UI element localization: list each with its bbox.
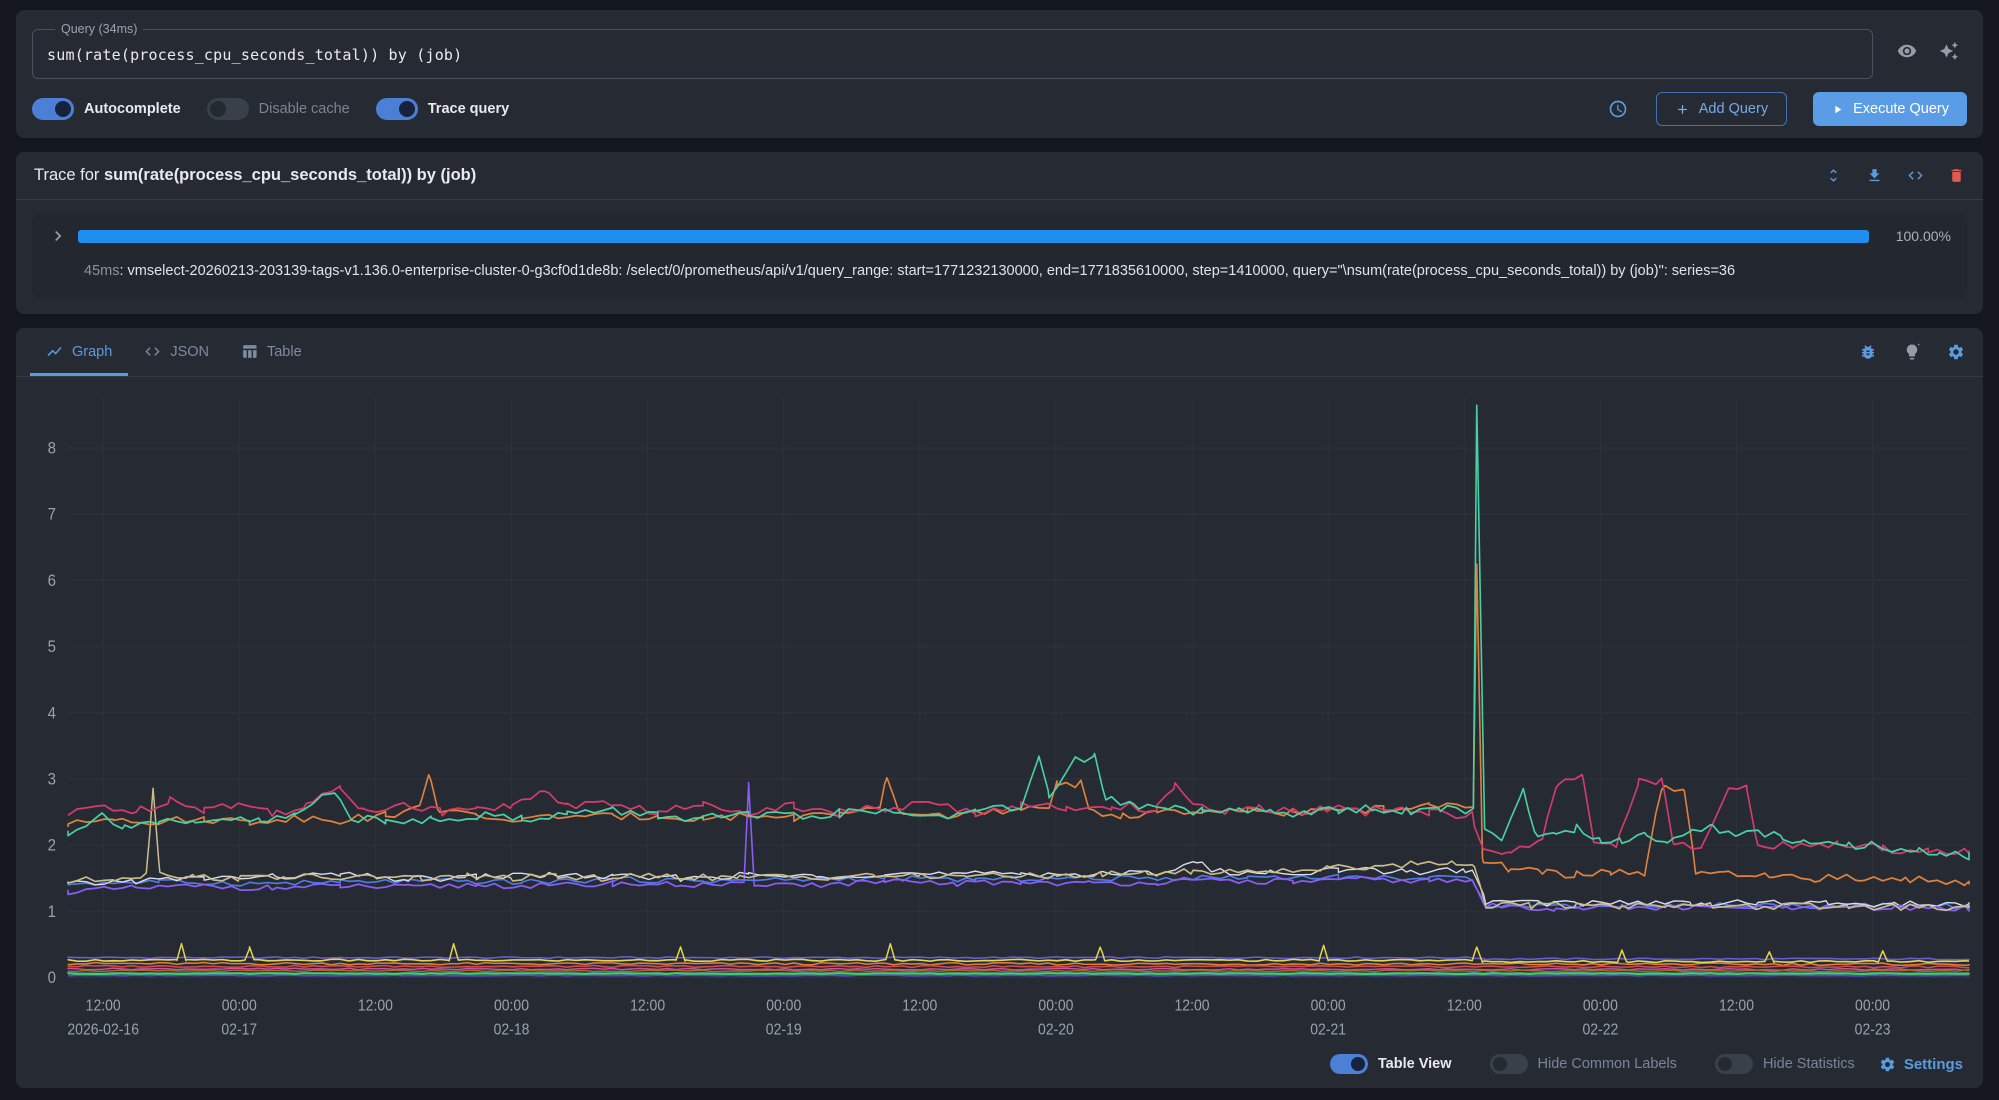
svg-text:02-17: 02-17 [221,1023,257,1040]
query-editor-label: Query (34ms) [61,22,138,36]
tab-graph-label: Graph [72,343,113,360]
table-icon [243,345,257,359]
svg-text:02-19: 02-19 [766,1023,802,1040]
table-view-toggle[interactable]: Table View [1329,1054,1452,1074]
graph-settings-gear-icon[interactable] [1947,343,1965,361]
line-chart-icon [47,347,62,357]
trace-title-prefix: Trace for [34,166,104,184]
trace-title: Trace for sum(rate(process_cpu_seconds_t… [34,166,476,185]
svg-text:7: 7 [48,507,56,525]
svg-text:12:00: 12:00 [1175,998,1210,1015]
query-history-clock-icon[interactable] [1608,99,1628,119]
query-input[interactable]: sum(rate(process_cpu_seconds_total)) by … [47,46,463,64]
graph-footer-controls: Table View Hide Common Labels Hide Stati… [16,1044,1983,1088]
settings-label: Settings [1903,1055,1963,1073]
svg-text:00:00: 00:00 [1311,998,1346,1015]
execute-query-button[interactable]: Execute Query [1813,92,1967,126]
svg-text:00:00: 00:00 [494,998,529,1015]
trace-query-label: Trace query [427,101,510,117]
svg-text:12:00: 12:00 [358,998,393,1015]
autocomplete-switch[interactable] [32,98,74,120]
table-view-label: Table View [1377,1056,1452,1072]
trace-progress-track [78,229,1869,243]
svg-text:00:00: 00:00 [1855,998,1890,1015]
hide-statistics-switch[interactable] [1714,1054,1753,1074]
trace-query-toggle[interactable]: Trace query [375,98,510,120]
download-trace-icon[interactable] [1866,167,1883,184]
svg-text:00:00: 00:00 [222,998,257,1015]
bug-report-icon[interactable] [1859,343,1877,361]
trace-span-message: : vmselect-20260213-203139-tags-v1.136.0… [119,263,1736,279]
svg-text:12:00: 12:00 [1447,998,1482,1015]
svg-text:02-20: 02-20 [1038,1023,1074,1040]
svg-text:12:00: 12:00 [630,998,665,1015]
table-view-switch[interactable] [1329,1054,1368,1074]
trace-panel: Trace for sum(rate(process_cpu_seconds_t… [16,152,1983,315]
json-view-icon[interactable] [1907,167,1924,184]
expand-all-icon[interactable] [1825,167,1842,184]
svg-text:1: 1 [48,904,56,922]
svg-text:02-22: 02-22 [1582,1023,1618,1040]
svg-text:4: 4 [48,705,57,723]
plus-icon [1677,104,1687,114]
visibility-icon[interactable] [1897,41,1917,61]
time-series-chart[interactable]: 0 1 2 3 4 5 6 7 8 12:00 2026-02-16 00:00 02-17 12:00 0… [24,383,1975,1044]
svg-text:02-18: 02-18 [494,1023,530,1040]
query-panel: Query (34ms) sum(rate(process_cpu_second… [16,10,1983,138]
add-query-button[interactable]: Add Query [1655,92,1788,126]
svg-text:02-21: 02-21 [1310,1023,1346,1040]
graph-panel: Graph JSON Table 0 1 2 3 4 5 6 7 8 12:00 2026- [16,328,1983,1088]
hide-common-labels-switch[interactable] [1489,1054,1528,1074]
code-icon [145,347,160,357]
svg-text:12:00: 12:00 [902,998,937,1015]
svg-text:0: 0 [48,970,57,988]
sparkles-icon[interactable] [1939,41,1959,61]
tab-table[interactable]: Table [225,328,318,376]
autocomplete-label: Autocomplete [84,101,181,117]
disable-cache-toggle[interactable]: Disable cache [206,98,350,120]
svg-text:2: 2 [48,837,56,855]
svg-text:00:00: 00:00 [766,998,801,1015]
svg-text:3: 3 [48,771,57,789]
trace-title-query: sum(rate(process_cpu_seconds_total)) by … [104,166,477,184]
svg-text:00:00: 00:00 [1583,998,1618,1015]
tab-table-label: Table [266,343,302,360]
svg-text:12:00: 12:00 [86,998,121,1015]
query-editor[interactable]: Query (34ms) sum(rate(process_cpu_second… [32,22,1873,79]
execute-query-label: Execute Query [1853,101,1949,117]
svg-text:5: 5 [48,639,57,657]
disable-cache-label: Disable cache [258,101,350,117]
trace-progress-bar [78,229,1869,243]
settings-button[interactable]: Settings [1879,1056,1963,1073]
autocomplete-toggle[interactable]: Autocomplete [32,98,181,120]
trace-query-switch[interactable] [375,98,418,120]
delete-trace-icon[interactable] [1948,167,1965,184]
svg-text:00:00: 00:00 [1038,998,1073,1015]
hide-statistics-label: Hide Statistics [1762,1056,1855,1072]
add-query-label: Add Query [1698,101,1769,117]
tab-graph[interactable]: Graph [30,328,129,377]
trace-span-row: 100.00% 45ms: vmselect-20260213-203139-t… [32,214,1967,299]
play-icon [1835,105,1842,113]
trace-span-detail: 45ms: vmselect-20260213-203139-tags-v1.1… [84,260,1951,282]
view-tabs: Graph JSON Table [30,328,318,377]
chart-area[interactable]: 0 1 2 3 4 5 6 7 8 12:00 2026-02-16 00:00 02-17 12:00 0… [16,377,1983,1044]
hide-statistics-toggle[interactable]: Hide Statistics [1714,1054,1855,1074]
trace-span-duration: 45ms [84,263,120,279]
svg-text:02-23: 02-23 [1855,1023,1891,1040]
svg-text:6: 6 [48,573,57,591]
svg-text:2026-02-16: 2026-02-16 [67,1023,139,1040]
expand-span-chevron-icon[interactable] [48,226,68,246]
svg-text:8: 8 [48,440,57,458]
tips-lightbulb-icon[interactable] [1903,343,1921,361]
tab-json[interactable]: JSON [128,328,225,376]
tab-json-label: JSON [170,343,209,360]
hide-common-labels-toggle[interactable]: Hide Common Labels [1489,1054,1677,1074]
settings-gear-icon [1880,1057,1894,1071]
hide-common-labels-label: Hide Common Labels [1537,1056,1677,1072]
disable-cache-switch[interactable] [206,98,249,120]
svg-text:12:00: 12:00 [1719,998,1754,1015]
trace-progress-percent: 100.00% [1895,228,1951,244]
